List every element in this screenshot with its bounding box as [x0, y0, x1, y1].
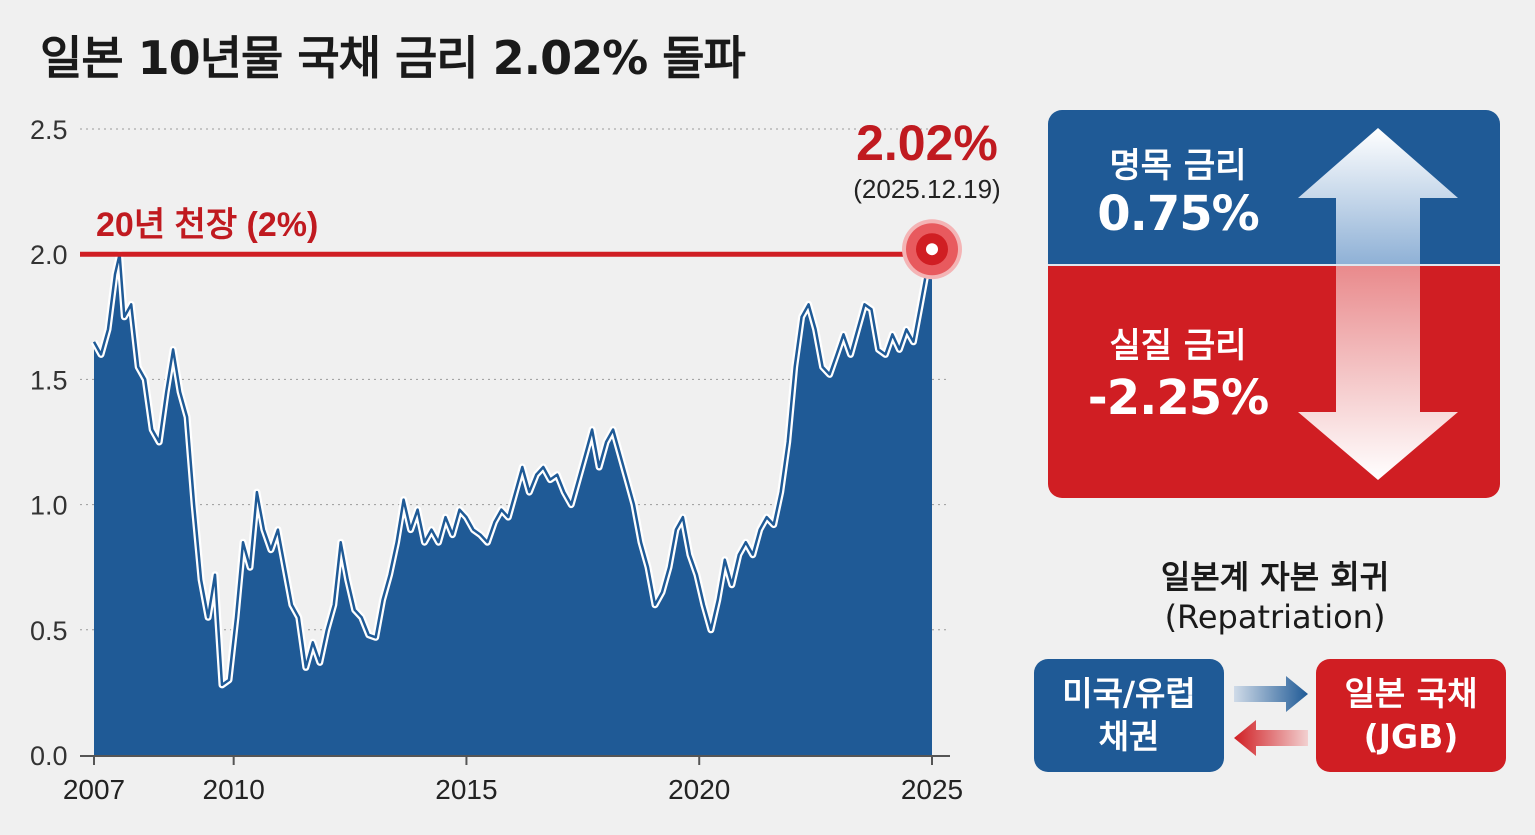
arrow-up-icon: [1298, 128, 1458, 264]
arrow-right-icon: [1234, 676, 1308, 712]
yield-line-inner: [92, 248, 934, 687]
rate-panel: 명목 금리 0.75% 실질 금리 -2.25%: [1048, 110, 1500, 498]
repatriation-subtitle: (Repatriation): [1164, 598, 1386, 636]
y-axis-ticks: 0.0 0.5 1.0 1.5 2.0 2.5: [30, 115, 68, 771]
arrow-down-icon: [1298, 266, 1458, 480]
peak-marker: [902, 219, 962, 280]
x-tick-label: 2010: [203, 774, 265, 805]
peak-date-label: (2025.12.19): [853, 174, 1000, 204]
x-tick-label: 2025: [901, 774, 963, 805]
nominal-rate-value: 0.75%: [1097, 186, 1260, 242]
x-axis-ticks: 2007 2010 2015 2020 2025: [63, 755, 963, 805]
peak-value-label: 2.02%: [856, 115, 998, 171]
reference-line-label: 20년 천장 (2%): [96, 206, 318, 244]
jgb-line1: 일본 국채: [1344, 673, 1478, 713]
jgb-line2: (JGB): [1363, 716, 1459, 756]
arrow-left-icon: [1234, 720, 1308, 756]
nominal-rate-label: 명목 금리: [1109, 146, 1247, 186]
peak-marker-ring: [924, 241, 940, 258]
rate-arrows: [1298, 128, 1458, 480]
x-tick-label: 2015: [435, 774, 497, 805]
y-tick-label: 1.5: [30, 365, 68, 395]
y-tick-label: 0.0: [30, 741, 68, 771]
y-tick-label: 0.5: [30, 616, 68, 646]
us-eu-bonds-line1: 미국/유럽: [1062, 673, 1196, 713]
capital-flow-arrows: [1234, 676, 1308, 756]
page-title: 일본 10년물 국채 금리 2.02% 돌파: [40, 31, 746, 85]
y-tick-label: 2.5: [30, 115, 68, 145]
y-tick-label: 2.0: [30, 240, 68, 270]
x-tick-label: 2020: [668, 774, 730, 805]
repatriation-title: 일본계 자본 회귀: [1160, 558, 1390, 596]
jgb-box: 일본 국채 (JGB): [1316, 659, 1506, 772]
us-eu-bonds-box: 미국/유럽 채권: [1034, 659, 1224, 772]
real-rate-label: 실질 금리: [1109, 326, 1247, 366]
yield-chart: 0.00.51.01.52.02.5 2007 2010 2015 2020 2025 …: [30, 115, 1001, 805]
x-tick-label: 2007: [63, 774, 125, 805]
rate-divider: [1048, 264, 1500, 266]
y-tick-label: 1.0: [30, 491, 68, 521]
real-rate-block: [1048, 266, 1500, 498]
real-rate-value: -2.25%: [1087, 370, 1269, 426]
us-eu-bonds-line2: 채권: [1098, 716, 1160, 756]
